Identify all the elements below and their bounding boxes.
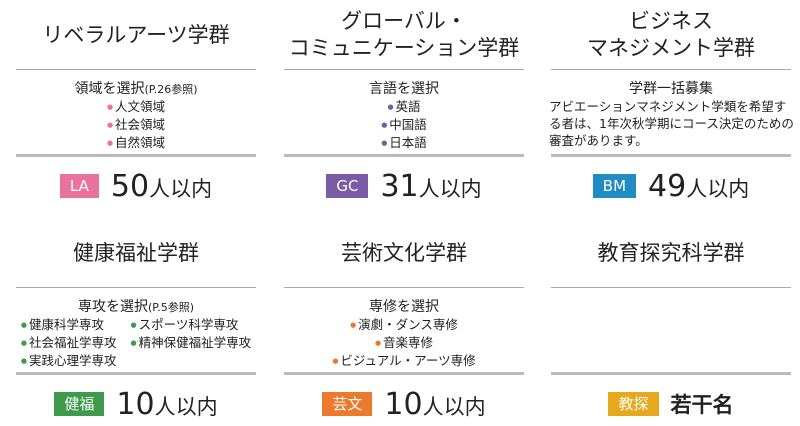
subtitle-text: 専修を選択	[369, 299, 439, 315]
list-item: 英語	[387, 98, 421, 116]
divider	[551, 287, 791, 288]
item-list: 健康科学専攻 スポーツ科学専攻社会福祉学専攻精神保健福祉学専攻実践心理学専攻	[8, 316, 264, 370]
quota-number: 若干名	[670, 393, 734, 417]
quota: GC 31人以内	[276, 166, 532, 206]
quota-value: 49人以内	[648, 169, 749, 204]
divider-thick	[16, 154, 256, 157]
subtitle-text: 専攻を選択	[78, 299, 148, 315]
card-title: 健康福祉学群	[8, 222, 264, 284]
divider-thick	[551, 372, 791, 375]
list-item: 人文領域	[107, 98, 165, 116]
quota-value: 若干名	[671, 389, 734, 419]
quota-unit: 人以内	[418, 176, 482, 201]
program-badge: 芸文	[322, 392, 373, 416]
divider-thick	[284, 154, 524, 157]
divider	[551, 69, 791, 70]
title-line: グローバル・	[341, 9, 467, 33]
divider-thick	[551, 154, 791, 157]
title-line: コミュニケーション学群	[288, 36, 520, 60]
card-title: 芸術文化学群	[276, 222, 532, 284]
card-title: ビジネスマネジメント学群	[543, 4, 799, 66]
quota-value: 50人以内	[111, 169, 212, 204]
quota-number: 50	[110, 168, 150, 204]
subtitle-note: (P.26参照)	[144, 83, 198, 96]
subtitle-text: 学群一括募集	[629, 81, 713, 97]
subtitle-text: 言語を選択	[369, 81, 439, 97]
list-item: 社会福祉学専攻	[21, 334, 117, 352]
title-line: マネジメント学群	[587, 36, 755, 60]
divider-thick	[284, 372, 524, 375]
list-item: 自然領域	[107, 134, 165, 152]
quota-number: 10	[384, 386, 423, 422]
title-line: 教育探究科学群	[597, 240, 745, 265]
quota-number: 49	[648, 168, 687, 204]
list-item: 実践心理学専攻	[21, 352, 117, 370]
program-card: リベラルアーツ学群領域を選択(P.26参照)人文領域社会領域自然領域LA50人以…	[8, 4, 264, 210]
quota: 健福 10人以内	[8, 384, 264, 424]
quota-unit: 人以内	[149, 176, 213, 201]
quota: LA 50人以内	[8, 166, 264, 206]
list-item: 日本語	[381, 134, 427, 152]
list-item: 社会領域	[107, 116, 165, 134]
quota-unit: 人以内	[686, 176, 750, 201]
subtitle-text: 領域を選択	[74, 81, 145, 97]
subtitle-note: (P.5参照)	[148, 301, 194, 314]
list-item: 音楽専修	[375, 334, 433, 352]
subtitle: 領域を選択(P.26参照)	[8, 78, 264, 98]
card-title: グローバル・コミュニケーション学群	[276, 4, 532, 66]
divider	[16, 69, 256, 70]
list-item: 精神保健福祉学専攻	[131, 334, 252, 352]
list-item: 演劇・ダンス専修	[350, 316, 458, 334]
card-title: 教育探究科学群	[543, 222, 799, 284]
quota-number: 10	[116, 386, 155, 422]
program-badge: 教探	[608, 392, 659, 416]
divider	[284, 287, 524, 288]
program-card: 健康福祉学群専攻を選択(P.5参照)健康科学専攻スポーツ科学専攻社会福祉学専攻精…	[8, 222, 264, 426]
quota: 教探 若干名	[543, 384, 799, 424]
program-badge: LA	[59, 174, 99, 198]
divider-thick	[16, 372, 256, 375]
item-list: 演劇・ダンス専修音楽専修ビジュアル・アーツ専修	[276, 316, 532, 370]
program-badge: BM	[592, 174, 637, 198]
quota: BM 49人以内	[543, 166, 799, 206]
title-line: 芸術文化学群	[341, 240, 467, 265]
title-line: 健康福祉学群	[73, 240, 199, 265]
subtitle: 学群一括募集	[543, 78, 799, 98]
program-badge: 健福	[54, 392, 105, 416]
title-line: リベラルアーツ学群	[42, 22, 230, 47]
item-list: 英語中国語日本語	[276, 98, 532, 152]
subtitle: 言語を選択	[276, 78, 532, 98]
quota-value: 10人以内	[116, 387, 217, 422]
program-card: 教育探究科学群教探 若干名	[543, 222, 799, 426]
quota-number: 31	[380, 168, 419, 204]
title-line: ビジネス	[629, 9, 713, 33]
quota-value: 10人以内	[384, 387, 485, 422]
quota-unit: 人以内	[422, 394, 486, 419]
subtitle: 専修を選択	[276, 296, 532, 316]
list-item: 中国語	[381, 116, 427, 134]
divider	[16, 287, 256, 288]
list-item: スポーツ科学専攻	[131, 316, 239, 334]
quota-value: 31人以内	[380, 169, 481, 204]
program-card: ビジネスマネジメント学群学群一括募集アビエーションマネジメント学類を希望する者は…	[543, 4, 799, 210]
item-list: 人文領域社会領域自然領域	[8, 98, 264, 152]
card-title: リベラルアーツ学群	[8, 4, 264, 66]
divider	[284, 69, 524, 70]
quota-unit: 人以内	[154, 394, 218, 419]
quota: 芸文 10人以内	[276, 384, 532, 424]
program-badge: GC	[326, 174, 369, 198]
list-item: 健康科学専攻	[21, 316, 104, 334]
subtitle: 専攻を選択(P.5参照)	[8, 296, 264, 316]
description: アビエーションマネジメント学類を希望する者は、1年次秋学期にコース決定のための審…	[549, 99, 794, 148]
list-item: ビジュアル・アーツ専修	[332, 352, 475, 370]
program-card: グローバル・コミュニケーション学群言語を選択英語中国語日本語 GC 31人以内	[276, 4, 532, 210]
